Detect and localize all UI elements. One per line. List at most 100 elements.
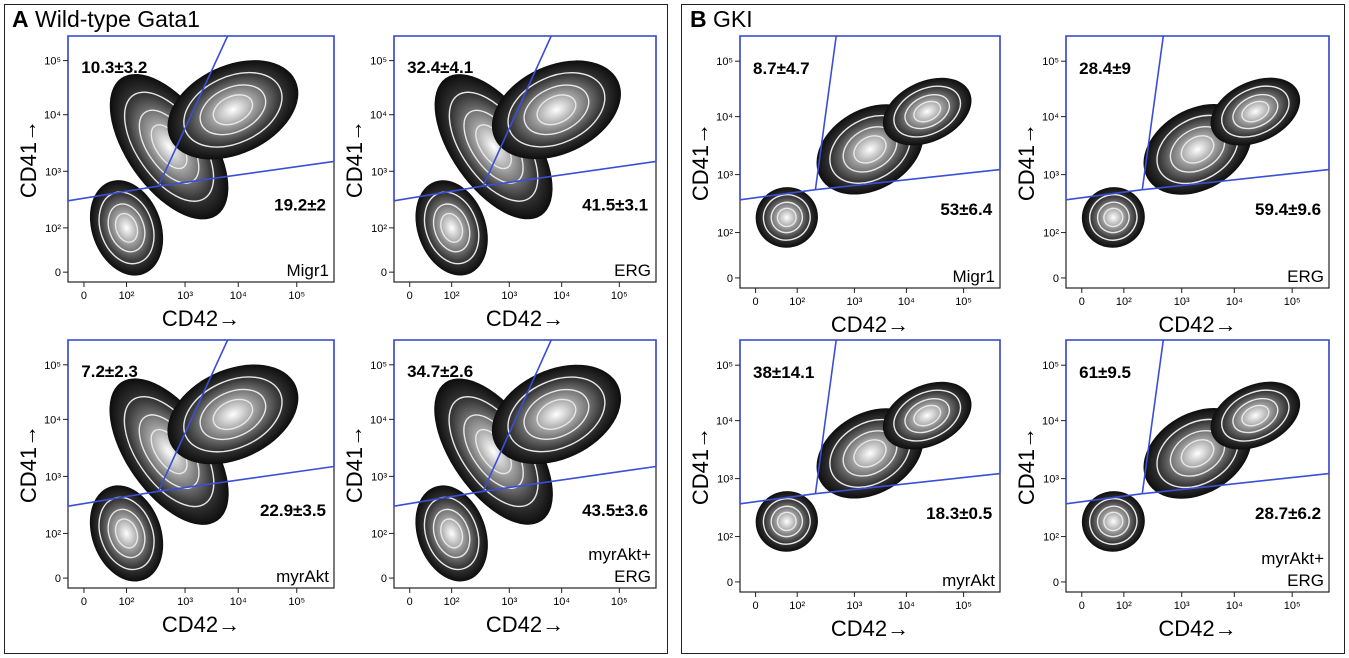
condition-label: myrAkt [942, 571, 995, 590]
x-tick-label: 10² [789, 296, 805, 308]
contour-line [853, 439, 887, 468]
density-population [89, 364, 299, 582]
plot-7: 0 10² 10³ 10⁴ 10⁵ 0 10² 10³ 10⁴ 10⁵ CD42→ CD41→ 38±1… [688, 339, 1001, 641]
density-population [755, 77, 972, 248]
density-population [415, 60, 621, 276]
y-tick-label: 10⁴ [716, 112, 733, 124]
gate-percent-upper-left: 7.2±2.3 [81, 362, 138, 381]
gate-percent-upper-right: 41.5±3.1 [582, 196, 648, 215]
density-population [755, 381, 972, 552]
contour-line [893, 389, 962, 442]
x-tick-label: 0 [81, 596, 87, 608]
condition-label: myrAkt+ [588, 545, 651, 564]
contour-line [507, 72, 606, 148]
y-axis-label: CD41→ [1014, 123, 1039, 201]
contour-line [212, 94, 254, 126]
y-tick-label: 10³ [717, 170, 733, 182]
x-tick-label: 0 [407, 290, 413, 302]
density-population [415, 364, 621, 582]
gate-percent-upper-left: 10.3±3.2 [81, 58, 147, 77]
y-tick-label: 10² [45, 528, 61, 540]
gate-percent-upper-left: 8.7±4.7 [753, 59, 810, 78]
contour-line [1241, 404, 1270, 427]
condition-label-bg [1249, 265, 1326, 286]
plot-2: 0 10² 10³ 10⁴ 10⁵ 0 10² 10³ 10⁴ 10⁵ CD42→ CD41→ 32.4… [342, 35, 657, 331]
x-axis-label: CD42→ [1158, 312, 1236, 337]
contour-line [1232, 93, 1279, 130]
contour-line [1089, 193, 1138, 241]
condition-label: myrAkt+ [1261, 549, 1324, 568]
y-tick-label: 10³ [45, 471, 61, 483]
y-tick-label: 10³ [1043, 474, 1059, 486]
density-blob [167, 60, 299, 160]
x-tick-label: 10⁴ [898, 600, 915, 612]
x-tick-label: 10⁴ [1226, 296, 1243, 308]
y-tick-label: 0 [1053, 577, 1059, 589]
x-tick-label: 10² [1116, 600, 1132, 612]
gate-outline [67, 35, 335, 201]
panel-b-frame [681, 4, 1345, 654]
y-tick-label: 10⁵ [44, 56, 61, 68]
y-tick-label: 10³ [1043, 170, 1059, 182]
gate-percent-upper-left: 28.4±9 [1079, 59, 1131, 78]
density-population [89, 60, 299, 276]
x-tick-label: 0 [81, 290, 87, 302]
gate-split-line [482, 35, 552, 187]
gate-split-line [814, 35, 837, 190]
condition-label: ERG [614, 567, 651, 586]
contour-line [199, 388, 267, 441]
x-tick-label: 10² [444, 596, 460, 608]
gate-outline [739, 35, 1001, 200]
panel-a-letter: A [12, 6, 29, 32]
plot-8: 0 10² 10³ 10⁴ 10⁵ 0 10² 10³ 10⁴ 10⁵ CD42→ CD41→ 61±9… [1014, 339, 1330, 641]
gate-outline [1065, 35, 1330, 200]
y-tick-label: 10⁴ [370, 110, 387, 122]
contour-line [904, 398, 951, 434]
y-tick-label: 10⁴ [370, 414, 387, 426]
x-tick-label: 10⁵ [955, 296, 972, 308]
y-tick-label: 0 [381, 267, 387, 279]
contour-line [523, 388, 590, 440]
condition-label: ERG [1287, 571, 1324, 590]
y-tick-label: 0 [727, 273, 733, 285]
y-tick-label: 0 [55, 573, 61, 585]
y-tick-label: 10³ [371, 471, 387, 483]
y-axis-label: CD41→ [688, 427, 713, 505]
plot-5: 0 10² 10³ 10⁴ 10⁵ 0 10² 10³ 10⁴ 10⁵ CD42→ CD41→ 8.7±… [688, 35, 1001, 337]
gate-percent-upper-right: 28.7±6.2 [1255, 504, 1321, 523]
y-tick-label: 10⁴ [1042, 112, 1059, 124]
density-blob [415, 485, 488, 582]
contour-line [776, 511, 797, 532]
x-tick-label: 10⁵ [955, 600, 972, 612]
gate-split-line [157, 35, 229, 187]
contour-line [199, 84, 267, 136]
gate-percent-upper-left: 32.4±4.1 [407, 58, 473, 77]
contour-line [432, 508, 471, 559]
gate-percent-upper-right: 22.9±3.5 [260, 501, 326, 520]
y-axis-label: CD41→ [342, 120, 367, 198]
x-axis-label: CD42→ [486, 306, 564, 331]
y-tick-label: 10² [717, 228, 733, 240]
contour-line [507, 376, 606, 453]
x-axis-label: CD42→ [162, 306, 240, 331]
contour-line [904, 94, 951, 130]
y-axis-label: CD41→ [342, 425, 367, 503]
density-blob [415, 180, 488, 276]
density-blob [434, 74, 553, 220]
gate-percent-upper-right: 43.5±3.6 [582, 501, 648, 520]
condition-label-bg [920, 265, 997, 286]
x-tick-label: 0 [1079, 296, 1085, 308]
gate-outline [67, 339, 335, 507]
y-axis-label: CD41→ [1014, 427, 1039, 505]
gate-percent-upper-right: 18.3±0.5 [926, 504, 992, 523]
x-tick-label: 10² [119, 290, 135, 302]
x-tick-label: 10⁵ [288, 290, 305, 302]
gate-percent-upper-left: 38±14.1 [753, 363, 814, 382]
x-tick-label: 10⁵ [611, 596, 628, 608]
x-tick-label: 10⁵ [611, 290, 628, 302]
x-tick-label: 10⁴ [230, 596, 247, 608]
density-blob [1210, 77, 1301, 146]
contour-line [183, 376, 283, 453]
density-blob [434, 378, 553, 525]
